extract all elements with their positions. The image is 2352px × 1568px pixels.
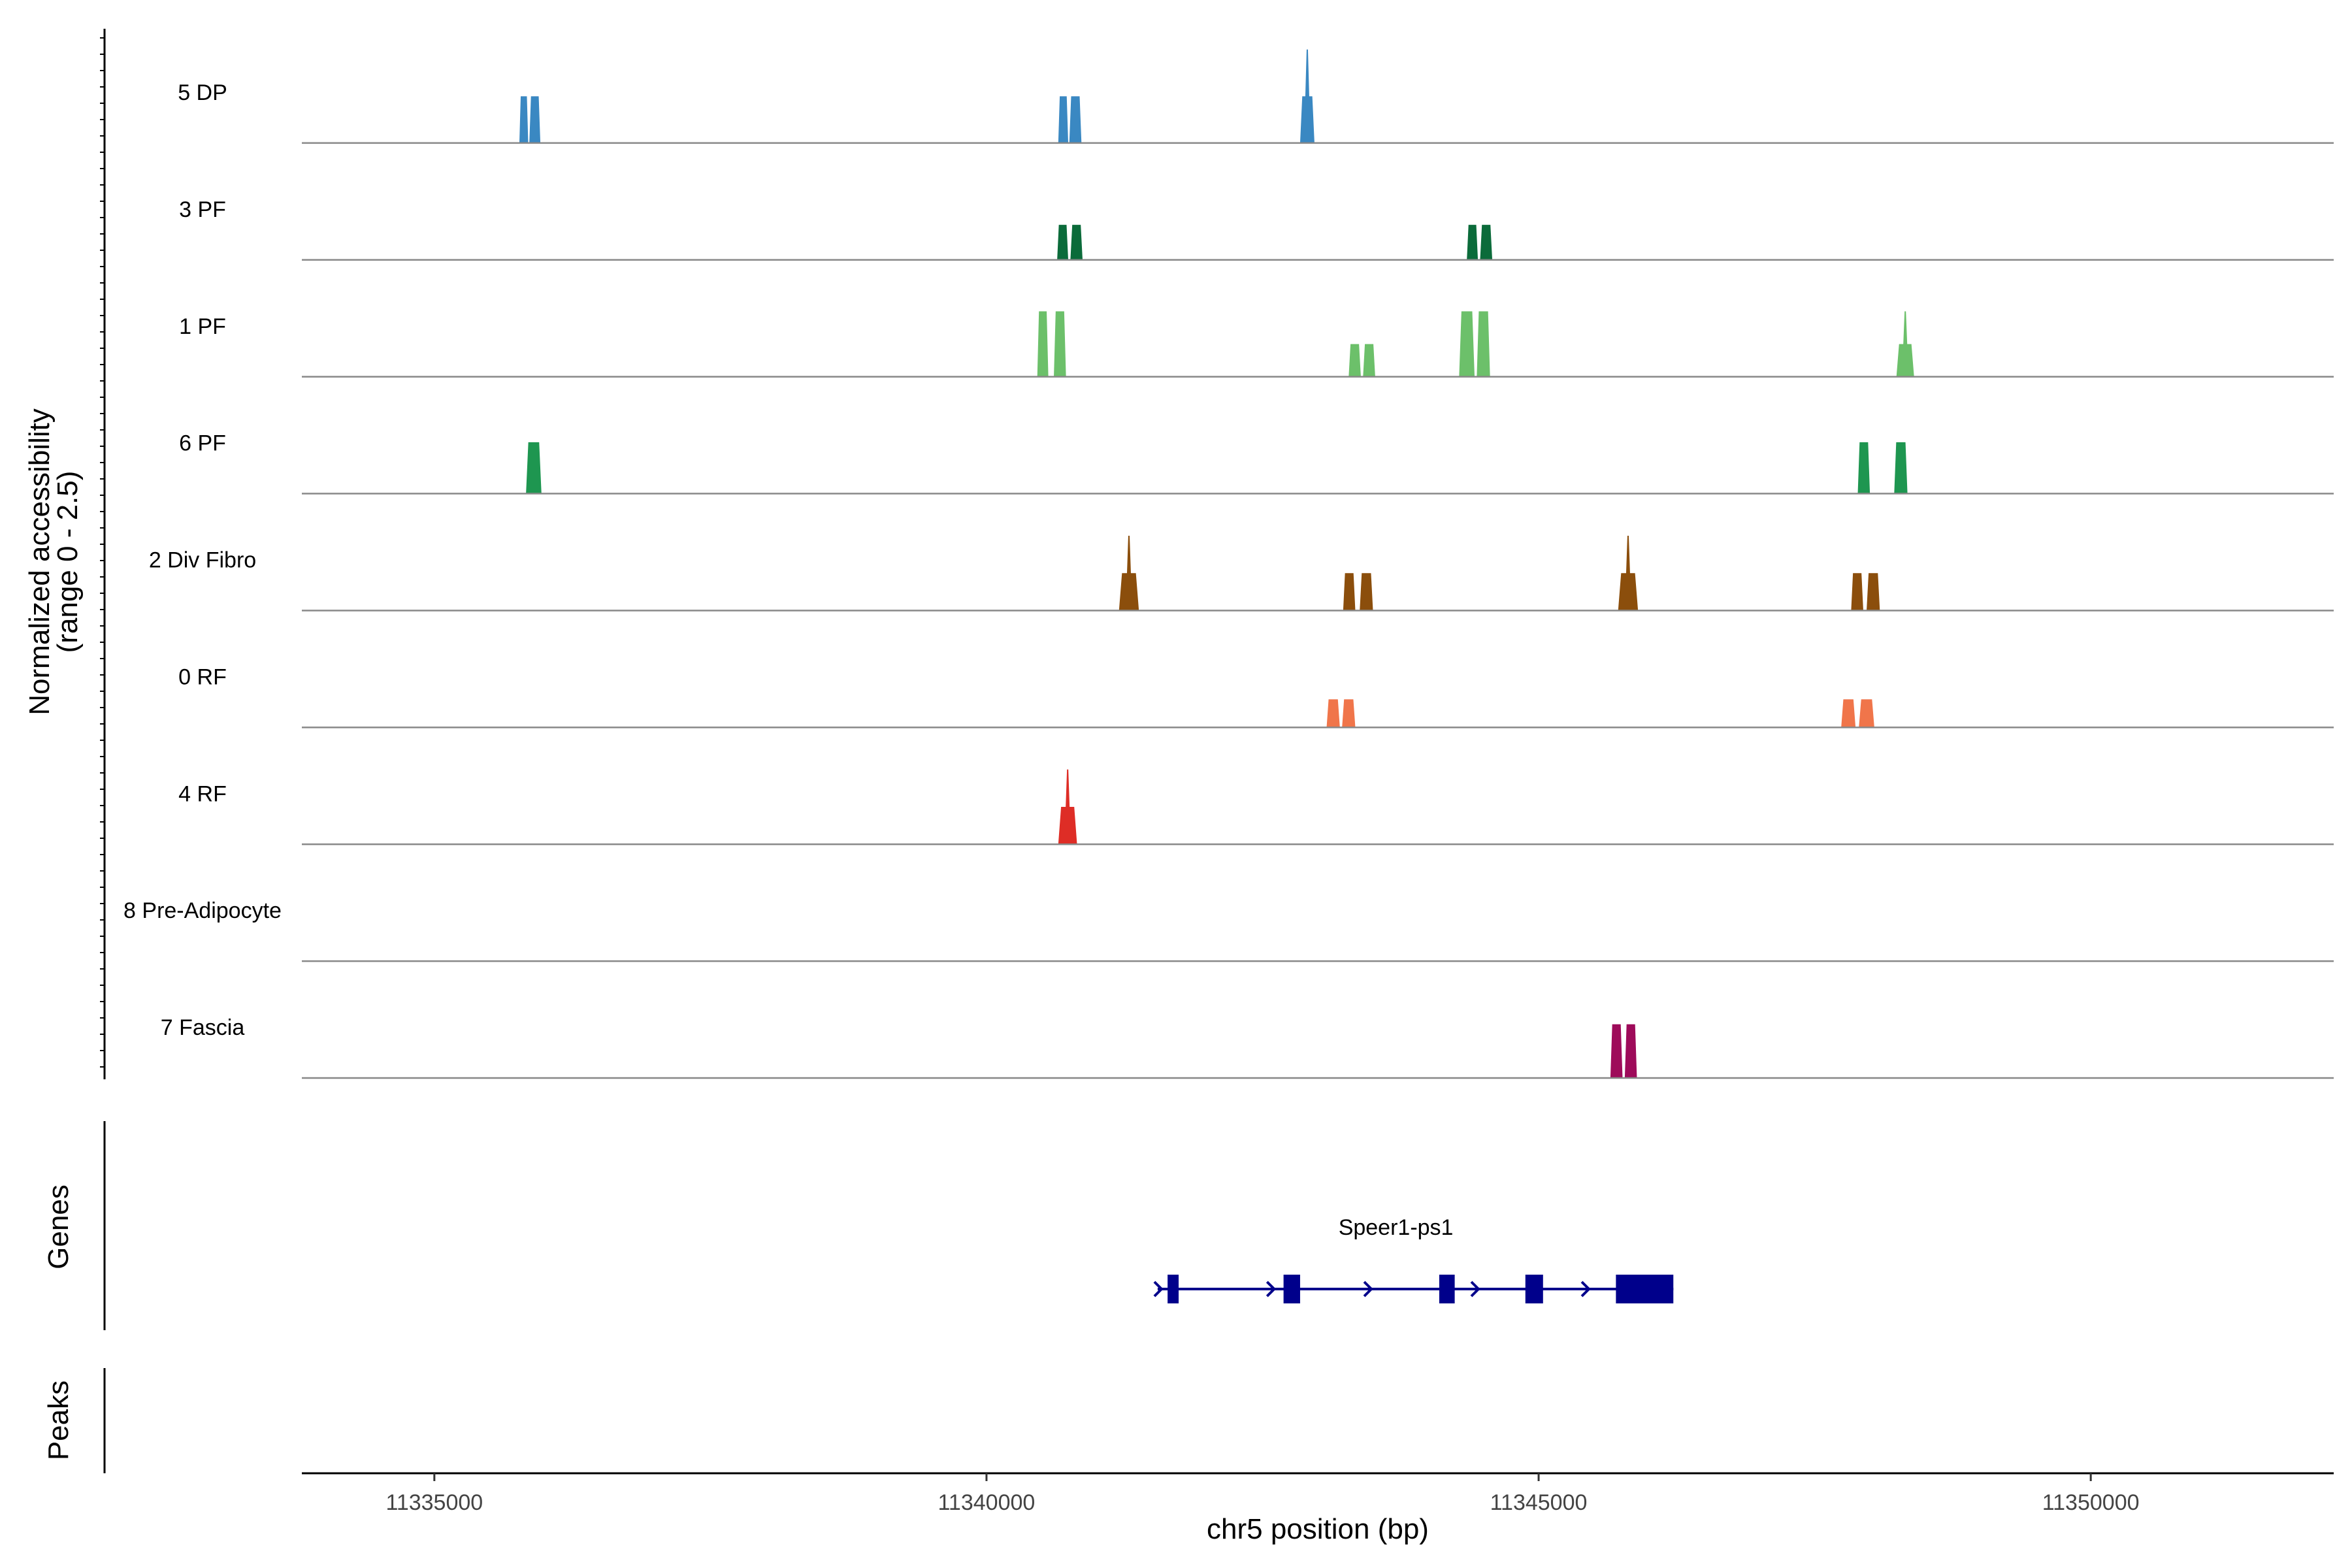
coverage-peak [1343, 573, 1356, 611]
coverage-peak [1348, 344, 1361, 377]
coverage-peak [1480, 225, 1493, 260]
coverage-peak [1894, 442, 1908, 494]
track-2-div-fibro: 2 Div Fibro [149, 535, 2334, 612]
track-7-fascia: 7 Fascia [161, 1015, 2334, 1079]
track-3-pf: 3 PF [179, 197, 2334, 261]
track-1-pf: 1 PF [179, 311, 2334, 378]
x-tick-label: 11345000 [1490, 1490, 1588, 1515]
gene-strand-arrow [1580, 1281, 1591, 1298]
x-tick-label: 11350000 [2042, 1490, 2140, 1515]
coverage-peak [1299, 49, 1315, 143]
gene-strand-arrow [1470, 1281, 1480, 1298]
coverage-peak [519, 96, 529, 143]
y-axis-label: Normalized accessibility [24, 408, 56, 715]
peaks-axis-label: Peaks [42, 1380, 74, 1460]
gene-exon [1439, 1275, 1455, 1303]
coverage-tracks: 5 DP 3 PF 1 PF 6 PF 2 Div Fibro 0 RF 4 RF 8 Pre… [123, 49, 2334, 1079]
coverage-peak [1360, 573, 1373, 611]
genes-track: Speer1-ps1 [103, 1121, 1674, 1473]
y-axis-label-range: (range 0 - 2.5) [52, 471, 84, 653]
coverage-peak [1342, 699, 1356, 728]
track-label: 5 DP [178, 80, 227, 105]
track-8-pre-adipocyte: 8 Pre-Adipocyte [123, 898, 2334, 962]
track-6-pf: 6 PF [179, 431, 2334, 495]
track-5-dp: 5 DP [178, 49, 2334, 144]
coverage-peak [1851, 573, 1863, 611]
gene-strand-arrow [1363, 1281, 1373, 1298]
gene-strand-arrow [1266, 1281, 1277, 1298]
coverage-peak [1119, 535, 1139, 611]
coverage-peak [1069, 96, 1082, 143]
coverage-peak [1610, 1024, 1623, 1078]
coverage-peak [1618, 535, 1639, 611]
coverage-peak [1477, 311, 1490, 377]
gene-exon [1616, 1275, 1674, 1303]
coverage-peak [1867, 573, 1880, 611]
track-label: 8 Pre-Adipocyte [123, 898, 282, 923]
coverage-peak [1467, 225, 1478, 260]
gene-name: Speer1-ps1 [1339, 1215, 1454, 1240]
coverage-peak [1058, 96, 1069, 143]
coverage-peak [1363, 344, 1375, 377]
coverage-peak [1896, 311, 1914, 377]
y-axis [100, 29, 106, 1079]
coverage-peak [1054, 311, 1066, 377]
gene-exon [1283, 1275, 1300, 1303]
coverage-peak [1459, 311, 1475, 377]
coverage-peak [1037, 311, 1049, 377]
track-label: 4 RF [178, 781, 227, 806]
coverage-peak [1057, 225, 1069, 260]
gene-exon [1525, 1275, 1543, 1303]
coverage-peak [529, 96, 541, 143]
coverage-peak [1624, 1024, 1637, 1078]
coverage-peak [1326, 699, 1340, 728]
track-label: 2 Div Fibro [149, 548, 256, 573]
gene-strand-arrow [1153, 1281, 1164, 1298]
coverage-peak [1058, 769, 1077, 845]
track-label: 6 PF [179, 431, 226, 456]
track-label: 0 RF [178, 664, 227, 689]
coverage-peak [1857, 442, 1870, 494]
x-tick-label: 11335000 [385, 1490, 483, 1515]
coverage-peak [1841, 699, 1856, 728]
x-tick-label: 11340000 [938, 1490, 1036, 1515]
track-label: 7 Fascia [161, 1015, 245, 1040]
gene-exon [1168, 1275, 1179, 1303]
coverage-peak [526, 442, 542, 494]
genes-axis-label: Genes [42, 1184, 74, 1269]
x-axis: 11335000 11340000 11345000 11350000 [302, 1472, 2334, 1515]
coverage-peak [1070, 225, 1083, 260]
track-label: 3 PF [179, 197, 226, 222]
x-axis-label: chr5 position (bp) [1207, 1513, 1429, 1545]
coverage-peak [1859, 699, 1874, 728]
track-0-rf: 0 RF [178, 664, 2334, 728]
track-4-rf: 4 RF [178, 769, 2334, 845]
track-label: 1 PF [179, 314, 226, 339]
